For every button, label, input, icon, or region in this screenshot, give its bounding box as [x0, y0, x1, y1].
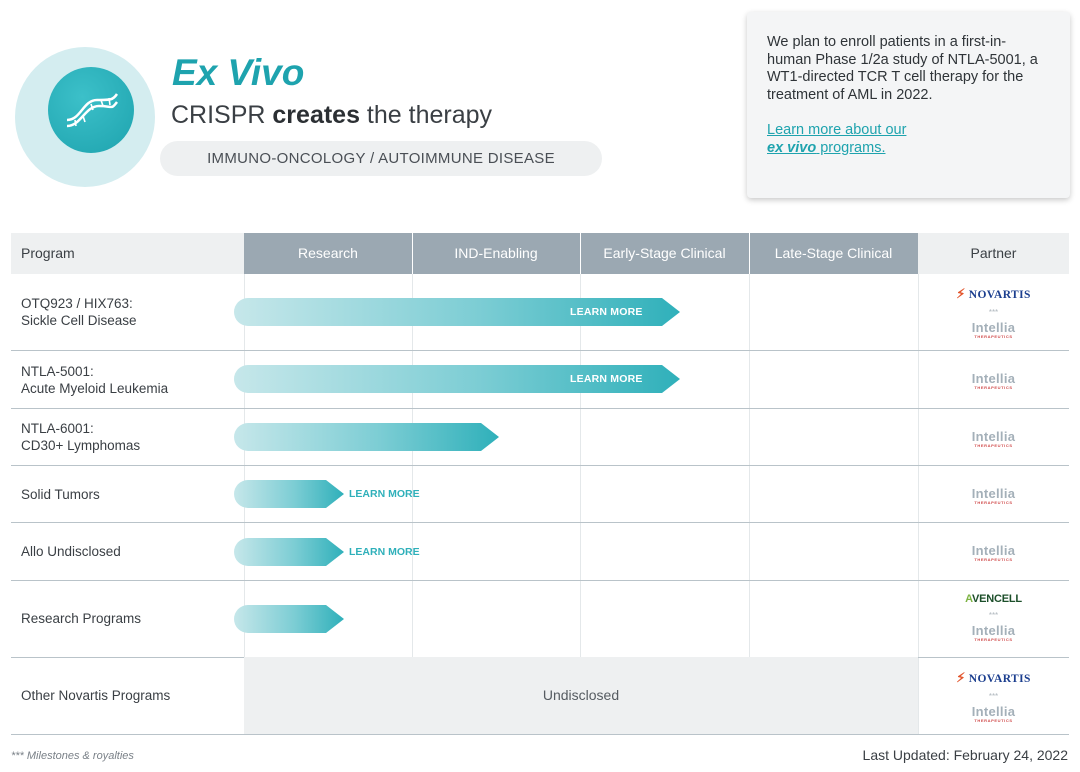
learn-more-link[interactable]: LEARN MORE [570, 373, 643, 385]
novartis-logo: ⚡︎ NOVARTIS [956, 286, 1031, 301]
header-divider [580, 233, 581, 274]
row-divider [11, 522, 1069, 523]
program-name: Solid Tumors [21, 487, 100, 502]
header-late-stage-clinical: Late-Stage Clinical [749, 233, 918, 274]
header-ind-enabling: IND-Enabling [412, 233, 580, 274]
row-divider [11, 350, 1069, 351]
intellia-logo: Intellia THERAPEUTICS [971, 623, 1016, 642]
row-divider [11, 734, 1069, 735]
partner-cell: ⚡︎ NOVARTIS *** Intellia THERAPEUTICS [918, 286, 1069, 339]
row-divider [11, 408, 1069, 409]
program-name: Research Programs [21, 611, 142, 626]
partner-cell: Intellia THERAPEUTICS [918, 544, 1069, 562]
intellia-logo: Intellia THERAPEUTICS [971, 486, 1016, 505]
partner-cell: AVENCELL *** Intellia THERAPEUTICS [918, 593, 1069, 642]
milestones-marker: *** [988, 692, 999, 701]
header-divider [749, 233, 750, 274]
header-divider [412, 233, 413, 274]
info-text: We plan to enroll patients in a first-in… [767, 34, 1038, 103]
undisclosed-cell: Undisclosed [244, 657, 918, 734]
program-name: NTLA-5001: Acute Myeloid Leukemia [21, 364, 169, 396]
pipeline-table: Program Research IND-Enabling Early-Stag… [11, 233, 1069, 735]
progress-bar [234, 605, 344, 633]
therapeutic-area-pill: IMMUNO-ONCOLOGY / AUTOIMMUNE DISEASE [160, 141, 602, 176]
row-divider [11, 465, 1069, 466]
intellia-logo: Intellia THERAPEUTICS [971, 429, 1016, 448]
program-name: NTLA-6001: CD30+ Lymphomas [21, 421, 141, 453]
intellia-logo: Intellia THERAPEUTICS [971, 543, 1016, 562]
avencell-logo: AVENCELL [965, 593, 1022, 605]
learn-more-link[interactable]: LEARN MORE [570, 306, 643, 318]
header-early-stage-clinical: Early-Stage Clinical [580, 233, 749, 274]
learn-more-link[interactable]: LEARN MORE [349, 546, 420, 558]
progress-bar [234, 538, 344, 566]
progress-bar[interactable] [234, 298, 680, 326]
novartis-logo: ⚡︎ NOVARTIS [956, 670, 1031, 685]
intellia-logo: Intellia THERAPEUTICS [971, 704, 1016, 723]
page-title: Ex Vivo [172, 52, 305, 93]
row-divider [11, 580, 1069, 581]
column-divider [918, 274, 919, 735]
header-program: Program [11, 233, 244, 274]
partner-cell: Intellia THERAPEUTICS [918, 430, 1069, 448]
header-partner: Partner [918, 233, 1069, 274]
partner-cell: Intellia THERAPEUTICS [918, 372, 1069, 390]
program-name: Other Novartis Programs [21, 688, 171, 703]
progress-bar[interactable] [234, 365, 680, 393]
progress-bar [234, 423, 499, 451]
progress-bar [234, 480, 344, 508]
program-name: OTQ923 / HIX763: Sickle Cell Disease [21, 296, 137, 328]
learn-more-programs-link[interactable]: Learn more about our ex vivo programs. [767, 122, 907, 156]
milestones-marker: *** [988, 611, 999, 620]
last-updated: Last Updated: February 24, 2022 [862, 747, 1068, 763]
dna-icon [48, 67, 134, 153]
intellia-logo: Intellia THERAPEUTICS [971, 371, 1016, 390]
header-research: Research [244, 233, 412, 274]
program-name: Allo Undisclosed [21, 544, 121, 559]
milestones-marker: *** [988, 308, 999, 317]
partner-cell: Intellia THERAPEUTICS [918, 487, 1069, 505]
partner-cell: ⚡︎ NOVARTIS *** Intellia THERAPEUTICS [918, 670, 1069, 723]
info-card: We plan to enroll patients in a first-in… [747, 12, 1070, 198]
intellia-logo: Intellia THERAPEUTICS [971, 320, 1016, 339]
learn-more-link[interactable]: LEARN MORE [349, 488, 420, 500]
footnote: *** Milestones & royalties [11, 750, 134, 762]
page-subtitle: CRISPR creates the therapy [171, 101, 493, 129]
